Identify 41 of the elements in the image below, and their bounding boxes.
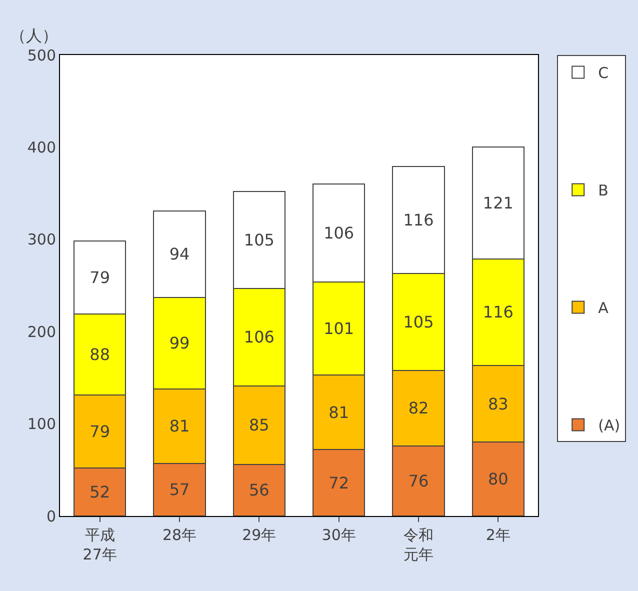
data-label: 80 <box>488 470 508 489</box>
legend-label: C <box>598 64 609 82</box>
x-tick-label: 令和元年 <box>404 526 434 564</box>
y-tick-label: 400 <box>27 138 56 156</box>
data-label: 76 <box>408 471 429 490</box>
data-label: 105 <box>403 312 434 332</box>
y-tick-label: 300 <box>27 230 56 249</box>
data-label: 94 <box>169 244 190 264</box>
legend-label: (A) <box>598 416 620 435</box>
y-axis-title: （人） <box>10 26 58 45</box>
data-label: 99 <box>169 334 190 353</box>
data-label: 79 <box>90 422 110 442</box>
data-label: 56 <box>248 480 270 500</box>
data-label: 57 <box>169 480 190 500</box>
x-tick-label: 30年 <box>322 526 356 544</box>
data-label: 106 <box>324 223 354 242</box>
data-label: 105 <box>244 230 274 250</box>
y-tick-label: 500 <box>27 46 56 64</box>
data-label: 83 <box>488 394 508 414</box>
data-label: 81 <box>169 416 190 436</box>
data-label: 72 <box>328 473 350 492</box>
data-label: 116 <box>403 210 434 230</box>
data-label: 85 <box>248 416 270 435</box>
x-tick-label: 29年 <box>242 526 276 544</box>
data-label: 106 <box>244 328 274 347</box>
data-label: 82 <box>408 398 429 418</box>
x-tick-label: 平成27年 <box>82 526 117 564</box>
data-label: 101 <box>324 318 354 338</box>
y-tick-label: 100 <box>27 415 56 434</box>
data-label: 121 <box>482 193 514 212</box>
x-tick-label: 28年 <box>162 526 197 544</box>
x-tick-label: 2年 <box>486 526 510 544</box>
legend-label: B <box>598 182 608 200</box>
data-label: 81 <box>328 402 350 422</box>
data-label: 88 <box>90 345 110 364</box>
data-label: 79 <box>90 268 110 288</box>
data-label: 52 <box>90 482 110 502</box>
y-tick-label: 200 <box>27 322 56 341</box>
legend-label: A <box>598 299 610 318</box>
y-tick-label: 0 <box>46 507 56 526</box>
data-label: 116 <box>482 302 514 322</box>
